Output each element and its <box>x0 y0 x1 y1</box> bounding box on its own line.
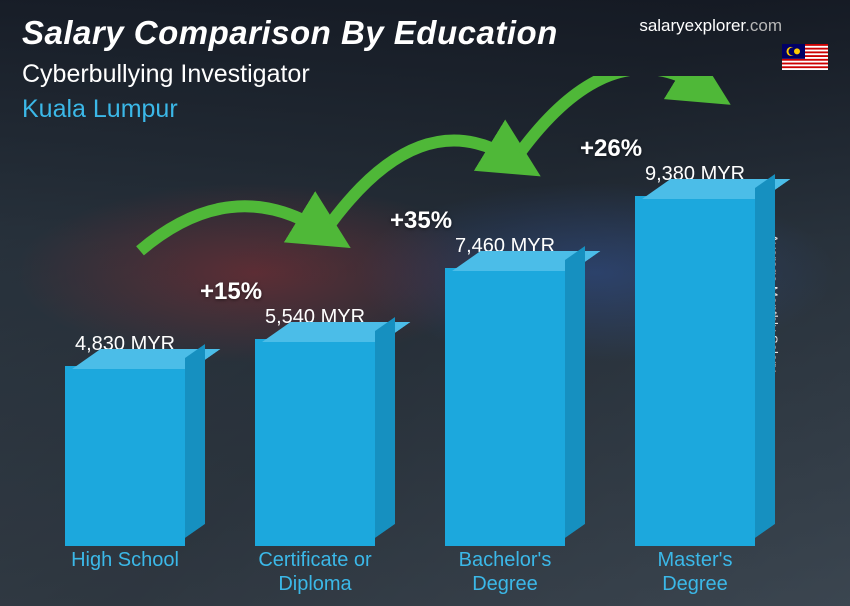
location: Kuala Lumpur <box>22 95 828 124</box>
brand-logo: salaryexplorer.com <box>639 16 782 36</box>
brand-name: salaryexplorer <box>639 16 745 35</box>
x-axis-label: Certificate orDiploma <box>225 548 405 596</box>
bar-group: 9,380 MYR <box>605 163 785 546</box>
x-labels-container: High SchoolCertificate orDiplomaBachelor… <box>30 548 790 596</box>
bar <box>255 339 375 546</box>
bar <box>65 366 185 546</box>
malaysia-flag-icon <box>782 44 828 70</box>
increase-label: +26% <box>580 135 642 163</box>
x-axis-label: Bachelor'sDegree <box>415 548 595 596</box>
bar-group: 5,540 MYR <box>225 306 405 546</box>
job-title: Cyberbullying Investigator <box>22 60 828 89</box>
x-axis-label: Master'sDegree <box>605 548 785 596</box>
increase-label: +35% <box>390 207 452 235</box>
bar <box>445 268 565 546</box>
brand-suffix: .com <box>745 16 782 35</box>
bar-group: 7,460 MYR <box>415 235 595 546</box>
bar-chart: 4,830 MYR 5,540 MYR 7,460 MYR 9,380 MYR … <box>30 136 790 606</box>
increase-label: +15% <box>200 278 262 306</box>
x-axis-label: High School <box>35 548 215 596</box>
bar <box>635 196 755 546</box>
bar-group: 4,830 MYR <box>35 333 215 546</box>
